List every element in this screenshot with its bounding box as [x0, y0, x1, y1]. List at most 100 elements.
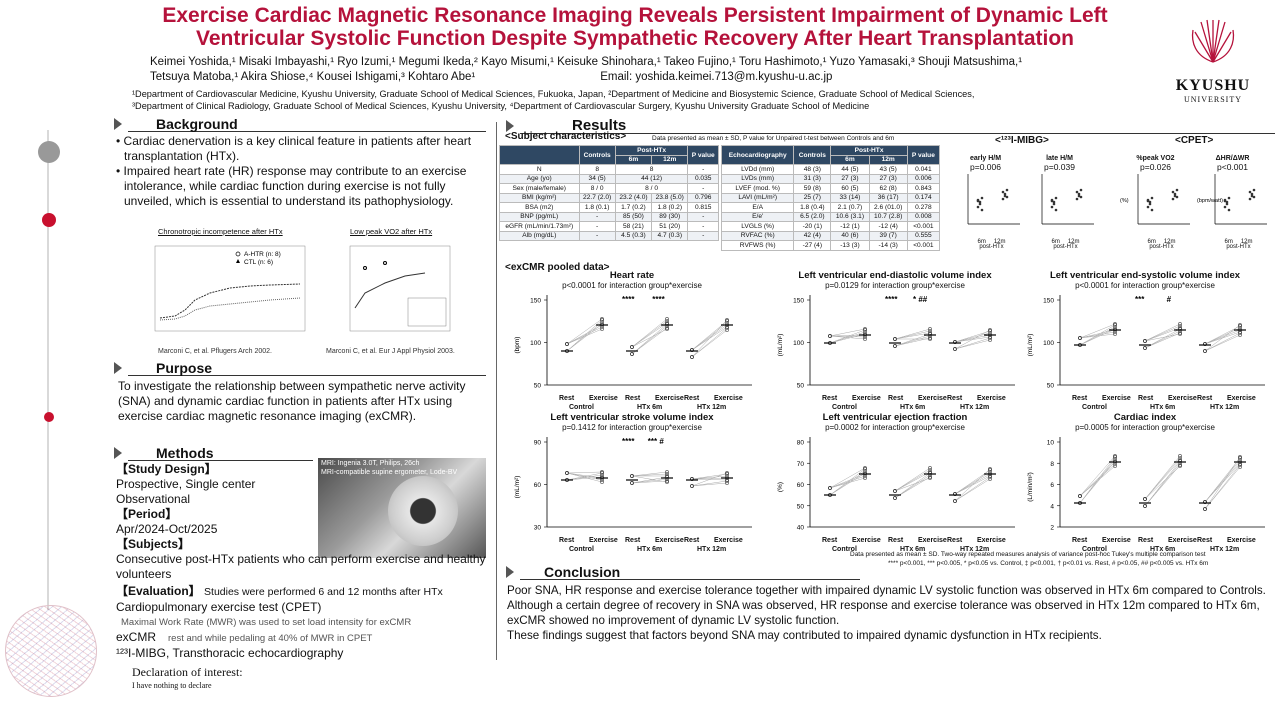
table-cell: 0.815 — [687, 202, 719, 213]
plot-tick-label: 150 — [793, 298, 804, 305]
authors-line1: Keimei Yoshida,¹ Misaki Imbayashi,¹ Ryo … — [150, 56, 1023, 68]
plot-tick-label: 30 — [534, 525, 542, 532]
plot-tick-label: 4 — [1050, 503, 1054, 510]
plot-group-label: HTx 12m — [697, 404, 727, 411]
plot-xlabel: Exercise — [1168, 395, 1197, 402]
plot-significance: **** * ## — [885, 295, 928, 304]
column-divider — [496, 122, 497, 660]
plot-xlabel: Rest — [1072, 537, 1088, 544]
table-cell: 2.6 (01.0) — [868, 202, 908, 213]
small-plot-xlabel: 12m — [993, 239, 1006, 245]
table-cell: 8 — [614, 164, 689, 175]
results-heading-text: Results — [572, 117, 627, 134]
table-cell: 62 (8) — [868, 183, 908, 194]
table-cell: 36 (17) — [868, 192, 908, 203]
fig1-citation: Marconi C, et al. Pflugers Arch 2002. — [158, 348, 272, 355]
table-cell: 10.7 (2.8) — [868, 211, 908, 222]
t1-body: N 8 8- Age (yo) 34 (5) 44 (12) 0.035 Sex (male/… — [499, 164, 719, 241]
author-email: Email: yoshida.keimei.713@m.kyushu-u.ac.… — [600, 71, 833, 83]
small-plot: early H/M p=0.006 6m 12m post-HTx — [948, 155, 1023, 250]
small-plot-svg — [967, 174, 1020, 225]
small-plot-svg: (bpm/watt) — [1197, 174, 1267, 225]
table-cell: Alb (mg/dL) — [499, 230, 580, 241]
t1-header: P value — [687, 145, 719, 165]
table-cell: 0.796 — [687, 192, 719, 203]
plot-xlabel: Rest — [684, 537, 700, 544]
table-cell: E/A — [720, 202, 795, 213]
small-plot-xlabels: 6m 12m post-HTx — [1022, 239, 1097, 250]
table-cell: 0.555 — [906, 230, 941, 241]
plot-ylabel: (L/min/m²) — [1027, 472, 1034, 502]
plot-xlabel: Exercise — [918, 395, 947, 402]
plot-group-label: Control — [569, 546, 594, 553]
t1-header: Controls — [578, 145, 616, 165]
table-cell: 6.5 (2.0) — [793, 211, 832, 222]
mwr-text: Maximal Work Rate (MWR) was used to set … — [121, 617, 412, 628]
subject-note: Data presented as mean ± SD, P value for… — [652, 135, 895, 142]
table-cell: 27 (3) — [830, 173, 870, 184]
purpose-heading: Purpose — [114, 360, 486, 376]
evaluation-text: Studies were performed 6 and 12 months a… — [204, 586, 443, 598]
table-cell: 23.2 (4.0) — [614, 192, 653, 203]
background-bullet-text: Cardiac denervation is a key clinical fe… — [123, 134, 472, 163]
declaration-text: I have nothing to declare — [132, 681, 212, 690]
table-cell: 4.5 (0.3) — [614, 230, 653, 241]
subject-table: Controls Post-HTx P value 6m 12m N 8 8- Age (y… — [499, 145, 719, 241]
conclusion-heading-text: Conclusion — [544, 564, 621, 580]
fig2-citation: Marconi C, et al. Eur J Appl Physiol 200… — [326, 348, 455, 355]
table-row: BSA (m2) 1.8 (0.1) 1.7 (0.2) 1.8 (0.2) 0.815 — [499, 202, 719, 213]
table-cell: 8 / 0 — [614, 183, 689, 194]
plot-xlabel: Rest — [822, 395, 838, 402]
plot-group-label: Control — [569, 404, 594, 411]
plot-group-label: HTx 12m — [960, 404, 990, 411]
background-bullet: • Impaired heart rate (HR) response may … — [116, 164, 467, 208]
mibg-heading: <¹²³I-MIBG> — [995, 135, 1049, 146]
plot-xlabels: Rest Exercise Rest Exercise Rest Exercise Cont… — [507, 537, 757, 555]
plot-group-label: HTx 6m — [637, 546, 663, 553]
table-cell: -13 (3) — [830, 240, 870, 251]
affiliations: ¹Department of Cardiovascular Medicine, … — [132, 88, 1092, 112]
small-plot-xlabel: 12m — [1067, 239, 1080, 245]
plot-tick-label: 80 — [797, 440, 805, 447]
t2-header: P value — [906, 145, 941, 165]
plot-xlabel: Rest — [947, 395, 963, 402]
table-cell: LAVI (mL/m²) — [720, 192, 795, 203]
table-cell: 39 (7) — [868, 230, 908, 241]
plot-tick-label: 50 — [534, 383, 542, 390]
table-cell: 44 (12) — [614, 173, 689, 184]
plot-xlabel: Exercise — [589, 395, 618, 402]
mri-photo: MRI: Ingenia 3.0T, Philips, 26ch MRI-com… — [318, 458, 486, 558]
small-plot: ΔHR/ΔWR p<0.001 (bpm/watt) 6m 12m post-HTx — [1195, 155, 1270, 250]
plot-ylabel: (mL/m²) — [1027, 334, 1034, 357]
methods-block-2: Consecutive post-HTx patients who can pe… — [116, 552, 486, 661]
background-bullet: • Cardiac denervation is a key clinical … — [116, 134, 472, 163]
plot-group-label: HTx 6m — [1150, 404, 1176, 411]
plot-xlabel: Exercise — [1168, 537, 1197, 544]
small-plot-title: ΔHR/ΔWR — [1215, 155, 1250, 162]
evaluation-heading: 【Evaluation】 — [116, 584, 201, 598]
plot-title: Left ventricular ejection fraction — [822, 412, 968, 423]
table-cell: 51 (20) — [651, 221, 689, 232]
table-cell: 0.006 — [906, 173, 941, 184]
plot-significance: *** # — [1135, 295, 1172, 304]
subjects-text: Consecutive post-HTx patients who can pe… — [116, 552, 486, 581]
plot-tick-label: 70 — [797, 461, 805, 468]
timeline-dot-gray-icon — [38, 141, 60, 163]
table-cell: Sex (male/female) — [499, 183, 580, 194]
network-sphere-icon — [5, 605, 97, 697]
table-cell: - — [578, 230, 616, 241]
plot-svg: 30 60 90 (mL/m²) **** *** # — [514, 437, 752, 532]
table-cell: Age (yo) — [499, 173, 580, 184]
small-plot: late H/M p=0.039 6m 12m post-HTx — [1022, 155, 1097, 250]
table-cell: LVEF (mod. %) — [720, 183, 795, 194]
plot-title: Heart rate — [609, 270, 655, 281]
plot-ylabel: (%) — [777, 482, 784, 492]
table-cell: - — [687, 230, 719, 241]
table-cell: LVGLS (%) — [720, 221, 795, 232]
timeline-line — [47, 130, 49, 610]
plot-title: Cardiac index — [1113, 412, 1177, 423]
small-plot: %peak VO2 p=0.026 (%) 6m 12m post-HTx — [1118, 155, 1193, 250]
table-cell: 0.041 — [906, 164, 941, 175]
plot-xlabel: Rest — [888, 395, 904, 402]
small-plot-xlabels: 6m 12m post-HTx — [948, 239, 1023, 250]
